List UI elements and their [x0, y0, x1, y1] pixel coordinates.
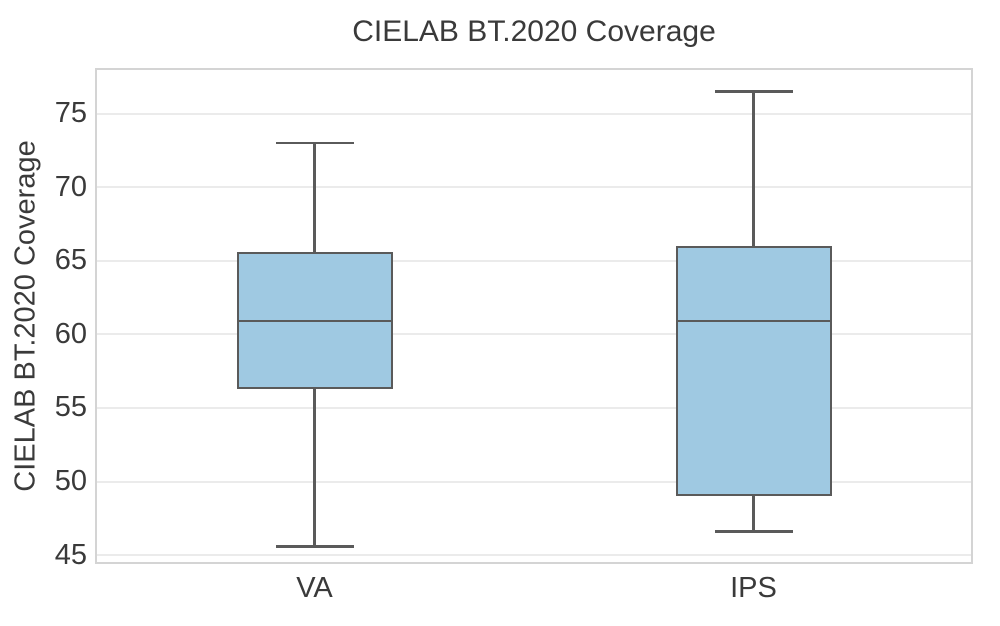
- grid-line-y75: [95, 112, 973, 115]
- median-line-va: [236, 319, 393, 323]
- whisker-cap-top-va: [275, 141, 354, 145]
- y-tick-label-65: 65: [54, 244, 87, 277]
- y-tick-label-55: 55: [54, 391, 87, 424]
- grid-line-y65: [95, 259, 973, 262]
- box-ips: [675, 246, 832, 497]
- whisker-cap-bottom-ips: [714, 530, 793, 533]
- x-tick-label-ips: IPS: [730, 572, 777, 604]
- grid-line-y55: [95, 406, 973, 409]
- whisker-lower-ips: [752, 496, 755, 532]
- grid-line-y60: [95, 333, 973, 336]
- grid-line-y50: [95, 480, 973, 483]
- y-tick-label-50: 50: [54, 465, 87, 498]
- whisker-upper-ips: [752, 91, 755, 247]
- whisker-upper-va: [313, 143, 316, 252]
- y-tick-label-75: 75: [54, 97, 87, 130]
- whisker-cap-bottom-va: [275, 545, 354, 548]
- whisker-lower-va: [313, 388, 316, 547]
- grid-line-y70: [95, 186, 973, 189]
- plot-frame: [95, 68, 973, 564]
- y-tick-label-70: 70: [54, 170, 87, 203]
- y-tick-label-60: 60: [54, 317, 87, 350]
- plot-area: [95, 68, 973, 564]
- grid-line-y45: [95, 554, 973, 557]
- x-tick-label-va: VA: [296, 572, 333, 604]
- chart-title: CIELAB BT.2020 Coverage: [352, 15, 716, 48]
- whisker-cap-top-ips: [714, 90, 793, 93]
- y-tick-label-45: 45: [54, 538, 87, 571]
- median-line-ips: [675, 319, 832, 323]
